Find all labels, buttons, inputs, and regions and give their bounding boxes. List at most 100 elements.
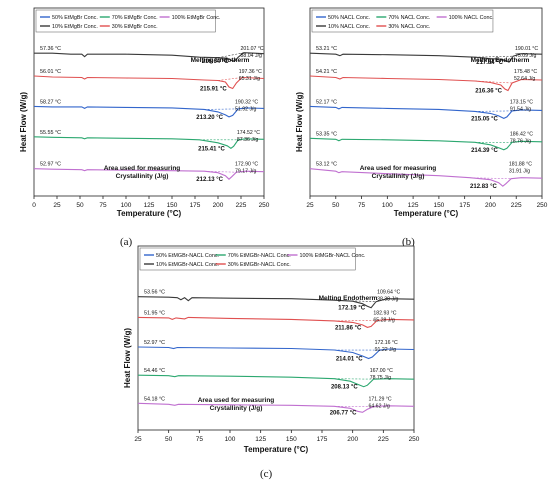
y-axis-title: Heat Flow (W/g) bbox=[295, 92, 304, 152]
legend-box bbox=[35, 9, 216, 33]
enthalpy-label: 78.76 J/g bbox=[510, 138, 531, 144]
peak-temperature-label: 216.36 °C bbox=[475, 89, 502, 95]
legend-label: 100% EtMgBr Conc. bbox=[172, 15, 221, 21]
series-line bbox=[309, 52, 543, 63]
enthalpy-label: 52.64 J/g bbox=[514, 76, 535, 82]
glass-transition-label: 53.21 °C bbox=[316, 46, 337, 52]
onset-temperature-label: 167.00 °C bbox=[370, 368, 393, 374]
integration-baseline bbox=[204, 170, 237, 173]
x-tick-label: 225 bbox=[236, 202, 247, 209]
legend-label: 70% NACL Conc. bbox=[388, 15, 430, 21]
glass-transition-label: 54.46 °C bbox=[144, 368, 165, 374]
glass-transition-label: 53.35 °C bbox=[316, 131, 337, 137]
legend-label: 50% EtMGBr-NACL Conc. bbox=[156, 253, 219, 259]
x-tick-label: 200 bbox=[347, 436, 358, 443]
onset-temperature-label: 186.42 °C bbox=[510, 131, 533, 137]
x-tick-label: 125 bbox=[144, 202, 155, 209]
area-annotation-line2: Crystallinity (J/g) bbox=[210, 405, 263, 412]
enthalpy-label: 51.92 J/g bbox=[235, 106, 256, 112]
glass-transition-label: 53.12 °C bbox=[316, 162, 337, 168]
integration-baseline bbox=[474, 110, 513, 112]
peak-temperature-label: 213.20 °C bbox=[196, 115, 223, 121]
legend-box bbox=[311, 9, 494, 33]
area-annotation-line2: Crystallinity (J/g) bbox=[372, 173, 425, 180]
glass-transition-label: 55.55 °C bbox=[40, 130, 61, 136]
legend-label: 10% EtMgBr Conc. bbox=[52, 24, 98, 30]
enthalpy-label: 65.31 J/g bbox=[239, 76, 260, 82]
onset-temperature-label: 190.32 °C bbox=[235, 99, 258, 105]
melting-endotherm-annotation: Melting Endotherm bbox=[191, 57, 250, 64]
x-tick-label: 125 bbox=[255, 436, 266, 443]
enthalpy-label: 31.91 J/g bbox=[509, 169, 530, 175]
peak-temperature-label: 215.91 °C bbox=[200, 87, 227, 93]
panel-label-c: (c) bbox=[260, 468, 273, 480]
x-tick-label: 150 bbox=[167, 202, 178, 209]
series-line bbox=[137, 402, 415, 413]
y-axis-title: Heat Flow (W/g) bbox=[123, 328, 132, 388]
glass-transition-label: 57.36 °C bbox=[40, 46, 61, 52]
legend-label: 50% EtMgBr Conc. bbox=[52, 15, 98, 21]
glass-transition-label: 54.18 °C bbox=[144, 396, 165, 402]
glass-transition-label: 53.56 °C bbox=[144, 290, 165, 296]
x-tick-label: 250 bbox=[409, 436, 420, 443]
chart-panel-c: 25 50 75 100 125 150 175 200 225 250 Temperature (… bbox=[108, 240, 420, 464]
chart-panel-a: 0 25 50 75 100 125 150 175 200 225 250 Temperature … bbox=[2, 2, 270, 234]
series-line bbox=[309, 105, 543, 120]
x-tick-label: 75 bbox=[358, 202, 366, 209]
y-axis-title: Heat Flow (W/g) bbox=[19, 92, 28, 152]
peak-temperature-label: 211.86 °C bbox=[335, 325, 362, 331]
onset-temperature-label: 182.93 °C bbox=[373, 310, 396, 316]
onset-temperature-label: 190.01 °C bbox=[515, 46, 538, 52]
area-annotation-line2: Crystallinity (J/g) bbox=[116, 173, 169, 180]
series-line bbox=[34, 52, 265, 62]
series-line bbox=[137, 316, 415, 328]
x-tick-label: 225 bbox=[378, 436, 389, 443]
legend-label: 70% EtMGBr-NACL Conc. bbox=[228, 253, 291, 259]
x-tick-label: 100 bbox=[225, 436, 236, 443]
enthalpy-label: 79.17 J/g bbox=[235, 169, 256, 175]
onset-temperature-label: 197.36 °C bbox=[239, 69, 262, 75]
glass-transition-label: 51.95 °C bbox=[144, 310, 165, 316]
integration-baseline bbox=[217, 52, 244, 58]
x-tick-label: 50 bbox=[165, 436, 173, 443]
peak-temperature-label: 214.01 °C bbox=[336, 357, 363, 363]
x-tick-label: 250 bbox=[259, 202, 270, 209]
x-axis-title: Temperature (°C) bbox=[244, 445, 309, 454]
x-tick-label: 200 bbox=[213, 202, 224, 209]
legend-label: 30% EtMGBr-NACL Conc. bbox=[228, 262, 291, 268]
x-tick-label: 25 bbox=[134, 436, 142, 443]
panel-label-a: (a) bbox=[120, 236, 133, 248]
enthalpy-label: 91.54 J/g bbox=[510, 106, 531, 112]
onset-temperature-label: 173.15 °C bbox=[510, 99, 533, 105]
legend-label: 100% EtMGBr-NACL Conc. bbox=[300, 253, 366, 259]
x-tick-label: 75 bbox=[196, 436, 204, 443]
chart-panel-b: 25 50 75 100 125 150 175 200 225 250 Temperature (… bbox=[278, 2, 548, 234]
glass-transition-label: 52.17 °C bbox=[316, 99, 337, 105]
x-tick-label: 0 bbox=[32, 202, 36, 209]
x-tick-label: 50 bbox=[332, 202, 340, 209]
integration-baseline bbox=[334, 378, 374, 380]
enthalpy-label: 38.38 J/g bbox=[377, 297, 398, 303]
chart-b-svg: 25 50 75 100 125 150 175 200 225 250 Temperature (… bbox=[295, 7, 548, 218]
legend-box bbox=[139, 247, 356, 271]
plot-frame bbox=[137, 245, 415, 431]
peak-temperature-label: 214.39 °C bbox=[471, 148, 498, 154]
x-tick-label: 175 bbox=[317, 436, 328, 443]
onset-temperature-label: 201.07 °C bbox=[241, 46, 264, 52]
legend-label: 100% NACL Conc. bbox=[449, 15, 494, 21]
plot-frame bbox=[33, 7, 265, 197]
integration-baseline bbox=[217, 77, 242, 81]
enthalpy-label: 58.04 J/g bbox=[241, 53, 262, 59]
x-tick-label: 75 bbox=[99, 202, 107, 209]
peak-temperature-label: 206.77 °C bbox=[330, 410, 357, 416]
legend-label: 30% NACL Conc. bbox=[388, 24, 430, 30]
area-annotation-line1: Area used for measuring bbox=[360, 165, 437, 172]
x-tick-label: 25 bbox=[306, 202, 314, 209]
melting-endotherm-annotation: Melting Endotherm bbox=[471, 57, 530, 64]
enthalpy-label: 87.36 J/g bbox=[237, 137, 258, 143]
x-tick-label: 100 bbox=[382, 202, 393, 209]
series-line bbox=[137, 346, 415, 360]
enthalpy-label: 78.75 J/g bbox=[370, 375, 391, 381]
series-line bbox=[33, 75, 265, 90]
glass-transition-label: 52.97 °C bbox=[144, 340, 165, 346]
